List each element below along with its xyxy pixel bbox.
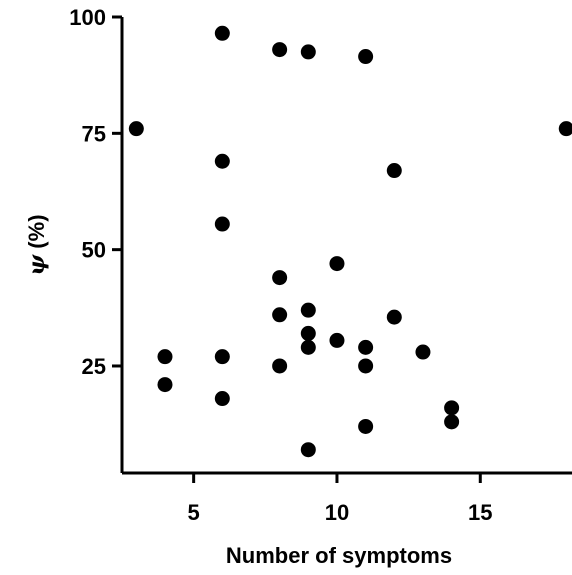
data-point: [300, 325, 316, 341]
y-tick-label: 100: [69, 5, 106, 30]
data-point: [272, 307, 288, 323]
y-axis-label-symbol: ψ: [24, 254, 50, 276]
x-tick-label: 5: [188, 500, 200, 525]
y-tick-label: 25: [82, 354, 106, 379]
axes: [120, 17, 572, 475]
x-ticks: 5 10 15: [188, 473, 493, 525]
x-axis-label: Number of symptoms: [226, 543, 452, 568]
data-point: [214, 153, 230, 169]
data-point: [214, 216, 230, 232]
data-point: [300, 339, 316, 355]
data-point: [272, 270, 288, 286]
data-point: [128, 121, 144, 137]
data-point: [300, 442, 316, 458]
data-point: [272, 358, 288, 374]
x-tick-label: 10: [325, 500, 349, 525]
data-point: [415, 344, 431, 360]
data-point: [358, 418, 374, 434]
data-point: [214, 349, 230, 365]
data-point: [444, 414, 460, 430]
data-point: [157, 377, 173, 393]
data-point: [358, 358, 374, 374]
y-ticks: 25 50 75 100: [69, 5, 122, 379]
data-point: [300, 44, 316, 60]
y-axis-label: ψ (%): [24, 214, 50, 275]
data-point: [386, 309, 402, 325]
data-point: [329, 332, 345, 348]
data-points: [128, 25, 572, 458]
data-point: [214, 391, 230, 407]
data-point: [214, 25, 230, 41]
x-tick-label: 15: [468, 500, 492, 525]
data-point: [444, 400, 460, 416]
data-point: [157, 349, 173, 365]
y-tick-label: 75: [82, 121, 106, 146]
y-tick-label: 50: [82, 238, 106, 263]
y-axis-label-rest: (%): [24, 214, 49, 248]
data-point: [272, 42, 288, 58]
data-point: [358, 49, 374, 65]
data-point: [558, 121, 572, 137]
data-point: [329, 256, 345, 272]
data-point: [358, 339, 374, 355]
data-point: [386, 163, 402, 179]
data-point: [300, 302, 316, 318]
